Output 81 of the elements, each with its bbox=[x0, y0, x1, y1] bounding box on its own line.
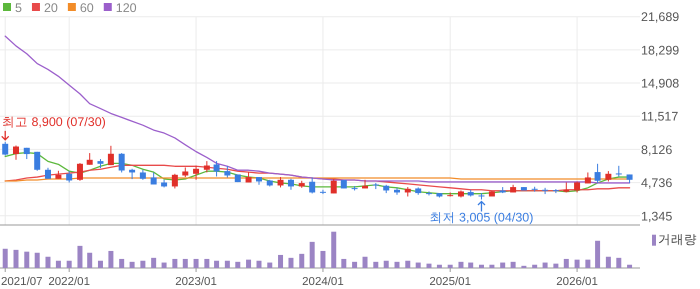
bar bbox=[436, 264, 442, 268]
bar bbox=[510, 262, 516, 268]
bar bbox=[140, 260, 146, 268]
bar bbox=[627, 264, 632, 268]
bar bbox=[331, 232, 336, 268]
legend-label: 120 bbox=[116, 1, 137, 15]
bar bbox=[66, 260, 72, 268]
x-tick-label: 2026/01 bbox=[556, 276, 598, 288]
x-tick-label: 2022/01 bbox=[48, 276, 90, 288]
bar bbox=[130, 262, 135, 268]
bar bbox=[278, 254, 284, 268]
bar bbox=[119, 258, 124, 268]
bar bbox=[458, 262, 464, 268]
annotation: 최고 8,900 (07/30) bbox=[2, 114, 106, 129]
bar bbox=[246, 260, 252, 268]
bar bbox=[416, 262, 421, 268]
bar bbox=[214, 260, 220, 268]
y-tick-label: 14,908 bbox=[641, 76, 680, 91]
bar bbox=[373, 262, 378, 268]
bar bbox=[384, 260, 389, 268]
bar bbox=[595, 240, 600, 268]
bar bbox=[553, 264, 558, 268]
bar bbox=[2, 248, 8, 268]
bar bbox=[532, 264, 538, 268]
bar bbox=[426, 264, 432, 268]
bar bbox=[87, 252, 92, 268]
bar bbox=[468, 262, 474, 268]
bar bbox=[320, 250, 326, 268]
y-tick-label: 18,299 bbox=[641, 43, 680, 58]
bar bbox=[13, 250, 18, 268]
y-tick-label: 11,517 bbox=[641, 110, 678, 124]
bar bbox=[267, 262, 272, 268]
bar bbox=[256, 260, 262, 268]
x-tick-label: 2021/07 bbox=[1, 276, 43, 288]
legend-label: 5 bbox=[15, 1, 22, 15]
bar bbox=[341, 258, 346, 268]
bar bbox=[489, 264, 494, 268]
legend-label: 60 bbox=[80, 1, 94, 15]
bar bbox=[352, 262, 358, 268]
bar bbox=[299, 254, 304, 268]
bar bbox=[151, 258, 156, 268]
annotation: 최저 3,005 (04/30) bbox=[430, 200, 534, 224]
bar bbox=[616, 258, 622, 268]
bar bbox=[574, 260, 580, 268]
bar bbox=[162, 262, 167, 268]
bar bbox=[362, 256, 368, 268]
legend: 거래량 bbox=[652, 232, 697, 247]
bar bbox=[194, 258, 199, 268]
bar bbox=[564, 258, 569, 268]
bar bbox=[235, 262, 240, 268]
bar bbox=[585, 260, 590, 268]
bar bbox=[34, 252, 40, 268]
bar bbox=[56, 260, 61, 268]
bar bbox=[182, 258, 188, 268]
annotation: 최저 3,005 (04/30) bbox=[430, 210, 534, 225]
y-tick-label: 8,126 bbox=[641, 142, 672, 157]
y-tick-label: 1,345 bbox=[641, 209, 672, 224]
bar bbox=[288, 258, 294, 268]
annotation: 최고 8,900 (07/30) bbox=[1, 114, 106, 141]
y-tick-label: 4,736 bbox=[641, 176, 672, 190]
bar bbox=[24, 252, 30, 268]
bar bbox=[500, 262, 506, 268]
bar bbox=[224, 260, 230, 268]
x-tick-label: 2025/01 bbox=[429, 276, 471, 288]
bar bbox=[108, 250, 114, 268]
bar bbox=[394, 262, 400, 268]
y-tick-label: 21,689 bbox=[641, 10, 680, 24]
bar bbox=[172, 258, 178, 268]
bar bbox=[542, 262, 548, 268]
x-tick-label: 2023/01 bbox=[175, 276, 217, 288]
bar bbox=[310, 242, 315, 268]
x-tick-label: 2024/01 bbox=[302, 276, 344, 288]
bar bbox=[405, 260, 410, 268]
legend-label: 20 bbox=[44, 1, 58, 15]
bar bbox=[45, 256, 50, 268]
bar bbox=[77, 246, 82, 268]
bar bbox=[98, 260, 103, 268]
bar bbox=[606, 256, 611, 268]
bar bbox=[204, 258, 210, 268]
bar bbox=[448, 264, 453, 268]
bar bbox=[478, 264, 484, 268]
